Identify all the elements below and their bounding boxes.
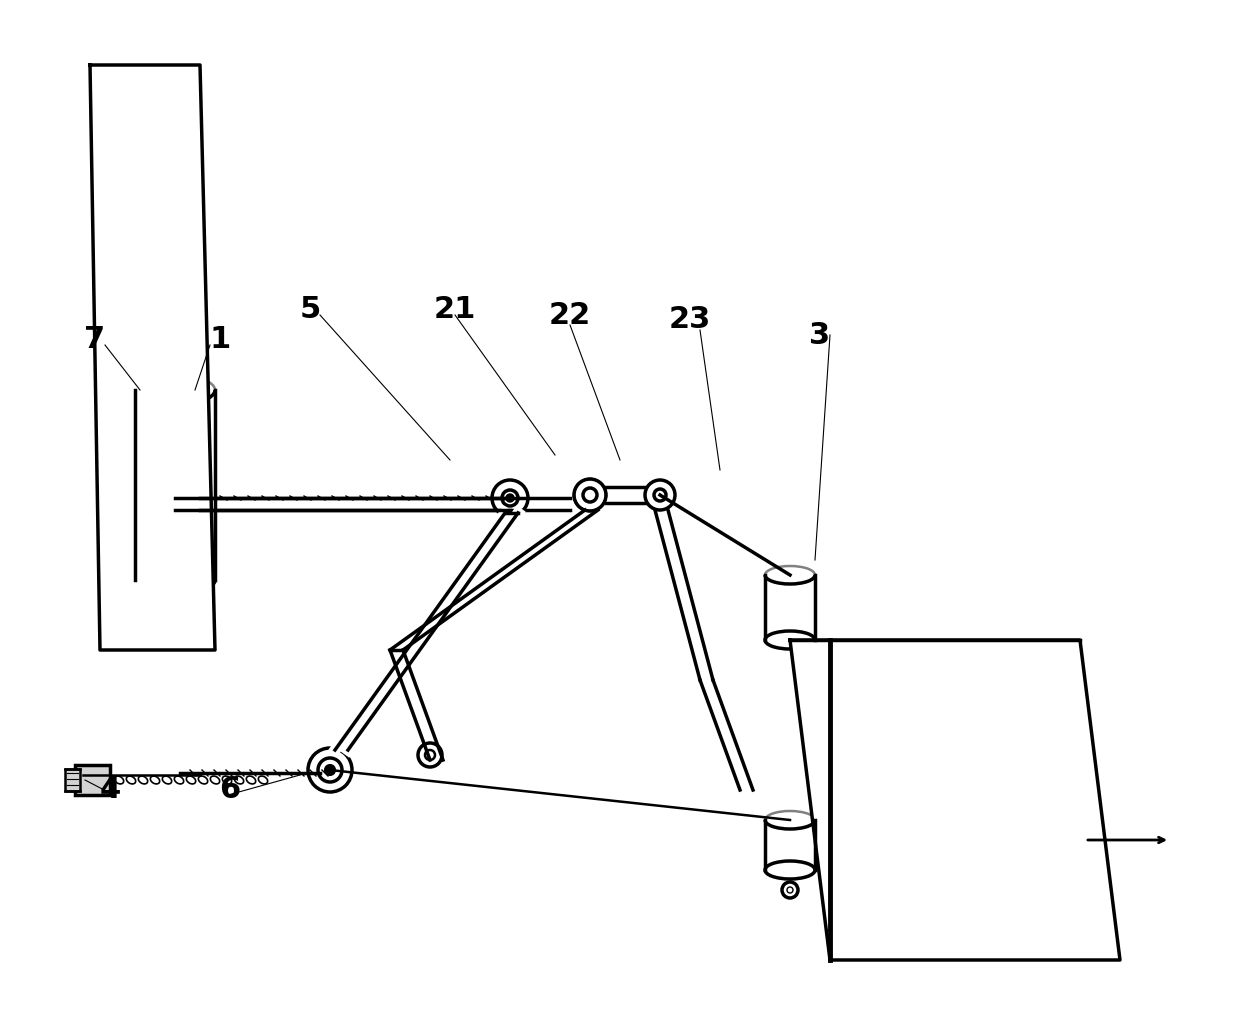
Circle shape [506,494,515,502]
Polygon shape [790,640,1120,960]
Text: 6: 6 [219,775,241,804]
Text: 23: 23 [668,306,711,334]
Text: 4: 4 [99,775,120,804]
Text: 22: 22 [549,301,591,329]
Text: 1: 1 [210,325,231,355]
Circle shape [171,576,179,584]
Text: 21: 21 [434,296,476,324]
Text: 5: 5 [299,296,321,324]
Polygon shape [91,65,215,650]
FancyBboxPatch shape [74,765,110,795]
Text: 7: 7 [84,325,105,355]
Text: 3: 3 [810,321,831,350]
Circle shape [325,765,335,775]
Bar [64,769,81,791]
